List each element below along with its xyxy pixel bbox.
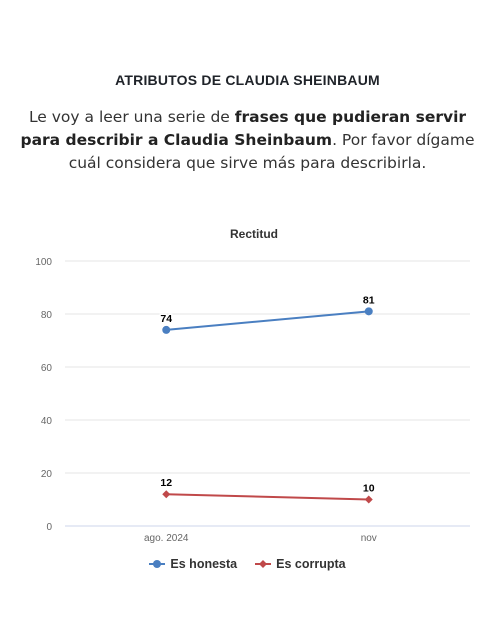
series-es-corrupta: 12 10 (159, 476, 376, 504)
data-point (364, 307, 373, 316)
intro-text-part2: . Por favor dígame cuál considera que si… (68, 131, 475, 172)
data-label: 74 (160, 313, 172, 325)
chart-legend: Es honesta Es corrupta (0, 557, 495, 571)
legend-symbol (255, 560, 272, 568)
intro-text-part1: Le voy a leer una serie de (28, 108, 235, 126)
data-point (364, 495, 373, 504)
line-chart: Rectitud 0 20 40 60 80 100 ago. 2024 nov 74 81 1… (35, 227, 470, 544)
y-tick-label: 60 (41, 363, 53, 374)
series-line (166, 493, 369, 501)
data-label: 81 (363, 294, 375, 306)
data-point (162, 325, 171, 334)
y-tick-label: 100 (35, 257, 52, 268)
series-line (166, 310, 369, 331)
intro-text: Le voy a leer una serie de frases que pu… (10, 106, 485, 175)
legend-label: Es honesta (170, 557, 238, 571)
legend-marker (153, 560, 162, 568)
y-tick-label: 0 (46, 522, 52, 533)
data-label: 12 (160, 477, 172, 489)
page-title: ATRIBUTOS DE CLAUDIA SHEINBAUM (115, 72, 380, 88)
x-tick-label: ago. 2024 (144, 533, 189, 544)
data-point (162, 490, 171, 499)
legend-marker (259, 560, 268, 568)
legend-item[interactable]: Es honesta (149, 557, 237, 571)
chart-title: Rectitud (230, 227, 278, 241)
legend-item[interactable]: Es corrupta (255, 557, 346, 571)
y-tick-label: 40 (41, 416, 53, 427)
x-tick-label: nov (361, 533, 377, 544)
y-tick-label: 20 (41, 469, 53, 480)
series-es-honesta: 74 81 (159, 293, 376, 334)
y-tick-label: 80 (41, 310, 53, 321)
intro-text-bold: frases que pudieran servir para describi… (20, 108, 467, 149)
data-label: 10 (363, 483, 375, 495)
legend-symbol (149, 560, 166, 568)
legend-label: Es corrupta (276, 557, 346, 571)
